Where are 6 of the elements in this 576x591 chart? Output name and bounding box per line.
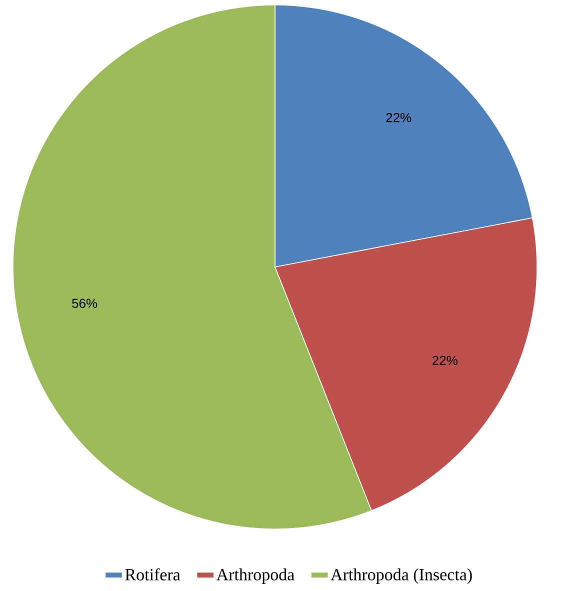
legend-label: Rotifera — [125, 568, 180, 580]
data-label: 56% — [72, 298, 98, 308]
data-label: 22% — [432, 356, 458, 365]
legend-label: Arthropoda (Insecta) — [330, 568, 472, 584]
data-label: 22% — [386, 113, 412, 122]
legend-label: Arthropoda — [216, 568, 294, 584]
